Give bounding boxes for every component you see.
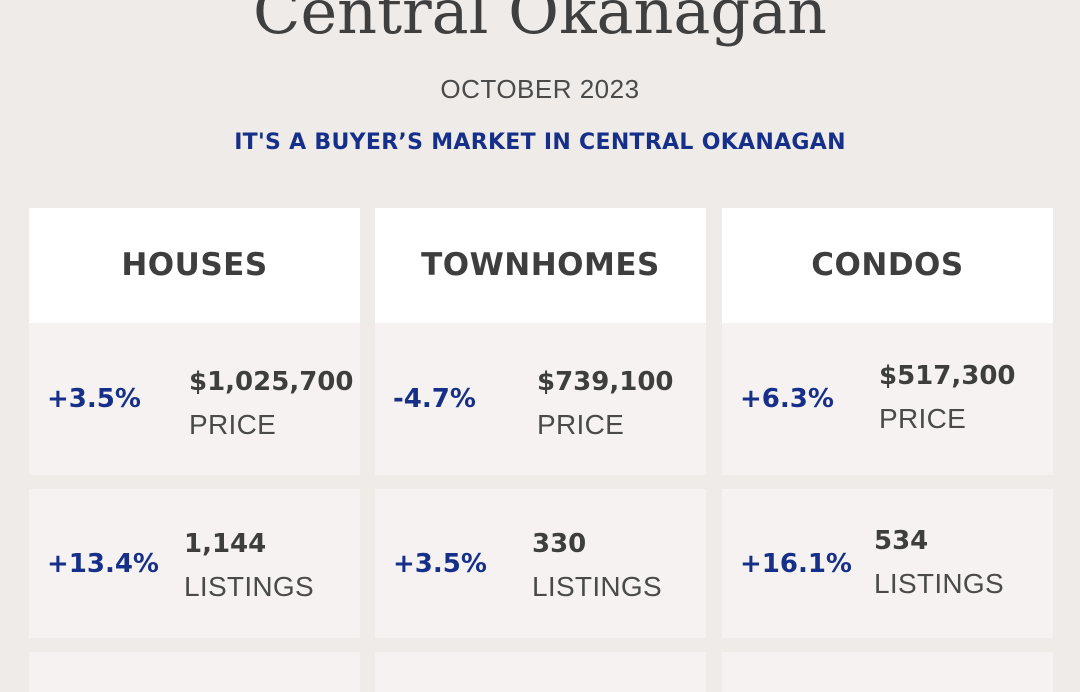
price-label: PRICE bbox=[189, 409, 277, 440]
price-label: PRICE bbox=[537, 409, 625, 440]
listings-value: 330 bbox=[532, 529, 587, 559]
listings-label: LISTINGS bbox=[874, 568, 1004, 599]
condos-price-card: +6.3% $517,300 PRICE bbox=[722, 323, 1053, 475]
houses-price-card: +3.5% $1,025,700 PRICE bbox=[29, 323, 360, 475]
market-tagline: IT'S A BUYER’S MARKET IN CENTRAL OKANAGA… bbox=[234, 130, 846, 155]
report-month: OCTOBER 2023 bbox=[440, 74, 640, 104]
price-change: +6.3% bbox=[740, 384, 834, 414]
townhomes-price-card: -4.7% $739,100 PRICE bbox=[375, 323, 706, 475]
condos-listings-card: +16.1% 534 LISTINGS bbox=[722, 489, 1053, 638]
listings-value: 534 bbox=[874, 526, 929, 556]
price-label: PRICE bbox=[879, 403, 967, 434]
listings-label: LISTINGS bbox=[184, 571, 314, 602]
column-header-condos: CONDOS bbox=[722, 208, 1053, 323]
townhomes-listings-card: +3.5% 330 LISTINGS bbox=[375, 489, 706, 638]
listings-change: +16.1% bbox=[740, 548, 852, 579]
listings-label: LISTINGS bbox=[532, 571, 662, 602]
price-value: $517,300 bbox=[879, 361, 1016, 391]
condos-extra-card bbox=[722, 652, 1053, 692]
listings-change: +13.4% bbox=[47, 548, 159, 579]
listings-value: 1,144 bbox=[184, 529, 267, 559]
houses-extra-card bbox=[29, 652, 360, 692]
price-value: $739,100 bbox=[537, 367, 674, 397]
listings-change: +3.5% bbox=[393, 548, 487, 579]
townhomes-extra-card bbox=[375, 652, 706, 692]
column-header-houses: HOUSES bbox=[29, 208, 360, 323]
houses-listings-card: +13.4% 1,144 LISTINGS bbox=[29, 489, 360, 638]
price-value: $1,025,700 bbox=[189, 367, 354, 397]
price-change: -4.7% bbox=[393, 384, 476, 414]
page-title: Central Okanagan bbox=[253, 0, 827, 48]
price-change: +3.5% bbox=[47, 384, 141, 414]
column-header-townhomes: TOWNHOMES bbox=[375, 208, 706, 323]
